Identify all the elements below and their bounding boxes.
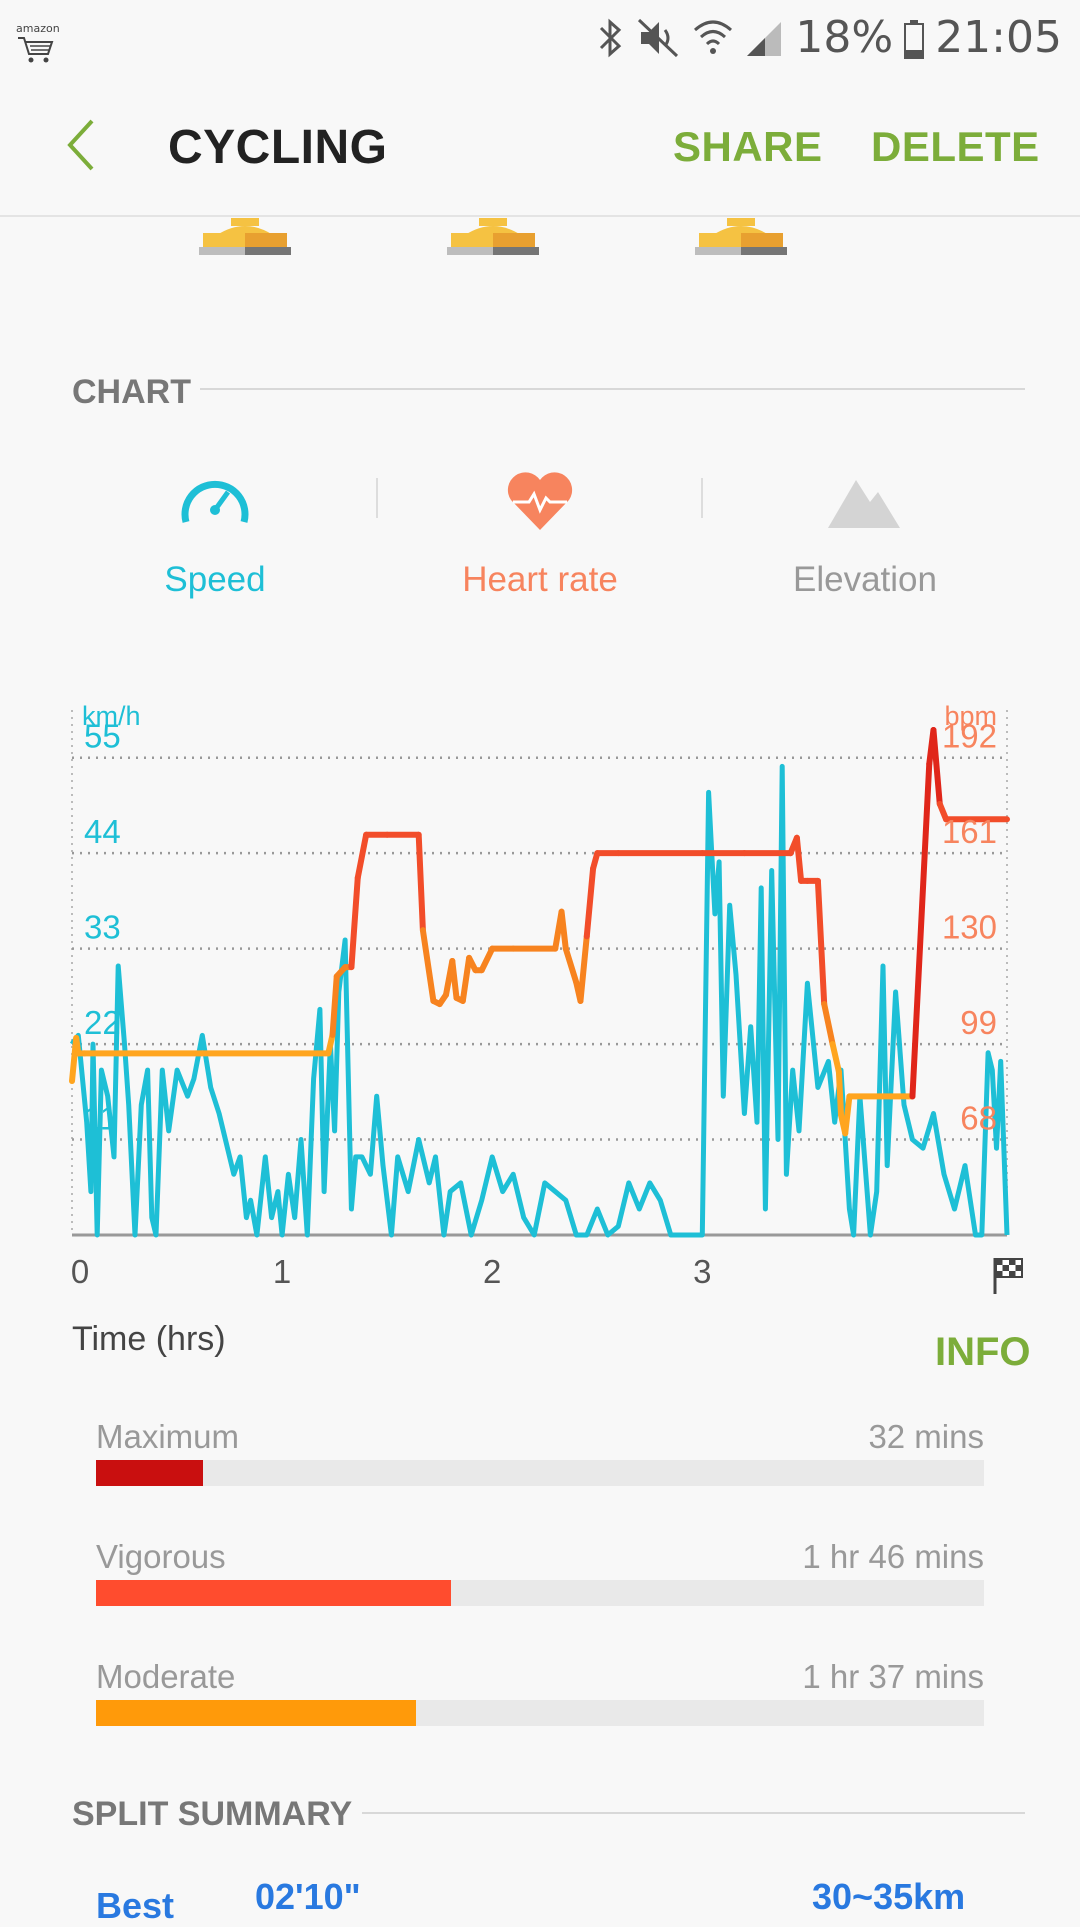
y-left-tick-label: 11 xyxy=(84,1100,118,1137)
heart-rate-segment xyxy=(909,760,933,1100)
zone-vigorous-bar xyxy=(96,1580,984,1606)
x-axis-title: Time (hrs) xyxy=(72,1320,226,1358)
heart-rate-segment xyxy=(842,1093,853,1137)
y-right-tick-label: 68 xyxy=(960,1100,997,1137)
tab-elevation[interactable]: Elevation xyxy=(793,560,937,599)
clock: 21:05 xyxy=(935,12,1062,63)
heart-rate-segment xyxy=(814,877,828,1008)
speedometer-icon[interactable] xyxy=(178,470,252,530)
page-title: CYCLING xyxy=(168,121,388,174)
speed-heart-rate-chart: 11 68 22 99 33 130 44 161 55 192 km/h bpm 0 1 2 3 xyxy=(69,701,1010,1290)
split-best-range: 30~35km xyxy=(812,1876,966,1917)
heart-rate-segment xyxy=(577,933,590,1004)
back-arrow-icon[interactable] xyxy=(62,115,102,175)
heart-rate-segment xyxy=(415,831,426,934)
mountain-icon[interactable] xyxy=(826,476,902,528)
medal-icon xyxy=(199,218,291,255)
chart-section-header: CHART xyxy=(72,373,191,411)
heart-rate-segment xyxy=(459,954,473,1004)
heart-rate-segment xyxy=(348,874,361,971)
heart-rate-segment xyxy=(793,834,805,884)
y-left-tick-label: 55 xyxy=(84,718,121,755)
tab-separator xyxy=(376,478,378,518)
zone-moderate-fill xyxy=(96,1700,416,1726)
tab-speed[interactable]: Speed xyxy=(164,560,266,599)
heart-rate-segment xyxy=(449,957,460,1001)
zone-moderate-label: Moderate xyxy=(96,1658,236,1695)
status-bar: amazon 18% xyxy=(0,0,1080,75)
heart-rate-segment xyxy=(419,927,437,1004)
amazon-logo-icon: amazon xyxy=(16,22,60,63)
zone-maximum-label: Maximum xyxy=(96,1418,240,1455)
section-divider xyxy=(362,1812,1025,1814)
y-left-tick-label: 33 xyxy=(84,909,121,946)
heart-rate-segment xyxy=(583,865,597,940)
x-tick-label: 3 xyxy=(693,1253,711,1290)
heart-rate-segment xyxy=(930,727,943,807)
zone-moderate-time: 1 hr 37 mins xyxy=(802,1658,984,1695)
y-right-unit: bpm xyxy=(944,701,997,731)
status-icons: 18% 21:05 xyxy=(593,10,1062,65)
mute-icon xyxy=(638,18,679,57)
zone-maximum-fill xyxy=(96,1460,203,1486)
zone-maximum-time: 32 mins xyxy=(868,1418,984,1455)
signal-icon xyxy=(747,21,782,56)
heart-rate-segment xyxy=(354,831,370,881)
delete-button[interactable]: DELETE xyxy=(871,123,1040,170)
tab-separator xyxy=(701,478,703,518)
y-right-tick-label: 161 xyxy=(942,813,997,850)
battery-icon xyxy=(904,19,925,59)
zone-moderate-bar xyxy=(96,1700,984,1726)
split-best-label: Best xyxy=(96,1885,175,1926)
wifi-icon xyxy=(694,20,733,54)
tab-heart-rate[interactable]: Heart rate xyxy=(462,560,618,599)
heart-rate-icon[interactable] xyxy=(505,470,575,532)
heart-rate-segment xyxy=(821,1001,836,1048)
medal-icon xyxy=(447,218,539,255)
app-bar: CYCLING SHARE DELETE xyxy=(0,75,1080,217)
x-tick-label: 0 xyxy=(71,1253,89,1290)
heart-rate-segment xyxy=(562,945,580,986)
y-left-tick-label: 44 xyxy=(84,813,121,850)
medal-icon xyxy=(695,218,787,255)
heart-rate-segment xyxy=(835,1068,845,1118)
y-right-tick-label: 130 xyxy=(942,909,997,946)
share-button[interactable]: SHARE xyxy=(673,123,823,170)
zone-vigorous-time: 1 hr 46 mins xyxy=(802,1538,984,1575)
y-right-tick-label: 192 xyxy=(942,718,997,755)
speed-series-line xyxy=(69,763,1010,1238)
info-button[interactable]: INFO xyxy=(935,1330,1031,1374)
y-left-unit: km/h xyxy=(82,701,141,731)
y-left-tick-label: 22 xyxy=(84,1004,121,1041)
heart-rate-segment xyxy=(558,908,569,952)
heart-rate-segment xyxy=(325,1031,336,1057)
battery-percent: 18% xyxy=(795,12,894,63)
heart-rate-segment xyxy=(829,1041,842,1075)
bluetooth-icon xyxy=(600,18,622,57)
y-right-tick-label: 99 xyxy=(960,1004,997,1041)
section-divider xyxy=(200,388,1025,390)
zone-vigorous-fill xyxy=(96,1580,452,1606)
zone-maximum-bar xyxy=(96,1460,984,1486)
x-tick-label: 2 xyxy=(483,1253,501,1290)
zone-vigorous-label: Vigorous xyxy=(96,1538,226,1575)
heart-rate-segment xyxy=(478,945,496,974)
split-best-time: 02'10" xyxy=(255,1876,361,1917)
finish-flag-icon xyxy=(993,1258,1023,1294)
split-summary-header: SPLIT SUMMARY xyxy=(72,1795,353,1833)
x-tick-label: 1 xyxy=(273,1253,291,1290)
heart-rate-segment xyxy=(329,973,340,1038)
